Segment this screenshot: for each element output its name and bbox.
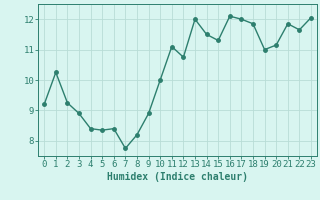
X-axis label: Humidex (Indice chaleur): Humidex (Indice chaleur) (107, 172, 248, 182)
